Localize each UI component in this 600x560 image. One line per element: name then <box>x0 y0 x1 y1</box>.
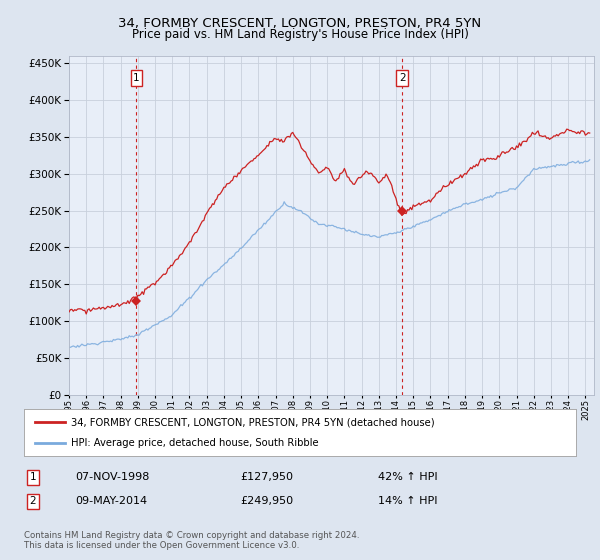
Text: 34, FORMBY CRESCENT, LONGTON, PRESTON, PR4 5YN (detached house): 34, FORMBY CRESCENT, LONGTON, PRESTON, P… <box>71 417 434 427</box>
Text: 2: 2 <box>29 496 37 506</box>
Text: 42% ↑ HPI: 42% ↑ HPI <box>378 472 437 482</box>
Text: HPI: Average price, detached house, South Ribble: HPI: Average price, detached house, Sout… <box>71 438 319 448</box>
Text: 07-NOV-1998: 07-NOV-1998 <box>75 472 149 482</box>
Text: 2: 2 <box>399 73 406 83</box>
Text: 1: 1 <box>29 472 37 482</box>
Text: Contains HM Land Registry data © Crown copyright and database right 2024.
This d: Contains HM Land Registry data © Crown c… <box>24 531 359 550</box>
Text: 09-MAY-2014: 09-MAY-2014 <box>75 496 147 506</box>
Text: 1: 1 <box>133 73 140 83</box>
Text: £127,950: £127,950 <box>240 472 293 482</box>
Text: 14% ↑ HPI: 14% ↑ HPI <box>378 496 437 506</box>
Text: Price paid vs. HM Land Registry's House Price Index (HPI): Price paid vs. HM Land Registry's House … <box>131 28 469 41</box>
Text: £249,950: £249,950 <box>240 496 293 506</box>
Text: 34, FORMBY CRESCENT, LONGTON, PRESTON, PR4 5YN: 34, FORMBY CRESCENT, LONGTON, PRESTON, P… <box>118 17 482 30</box>
